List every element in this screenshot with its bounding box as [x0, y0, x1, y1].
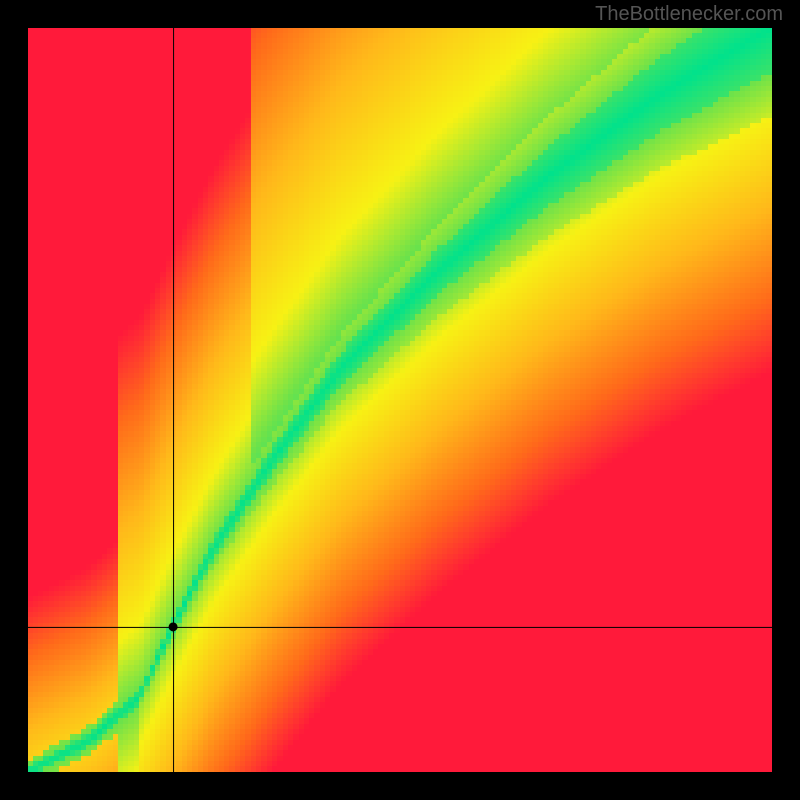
chart-container: TheBottlenecker.com — [0, 0, 800, 800]
watermark-text: TheBottlenecker.com — [595, 3, 783, 26]
heatmap-plot — [28, 28, 772, 772]
heatmap-canvas — [28, 28, 772, 772]
